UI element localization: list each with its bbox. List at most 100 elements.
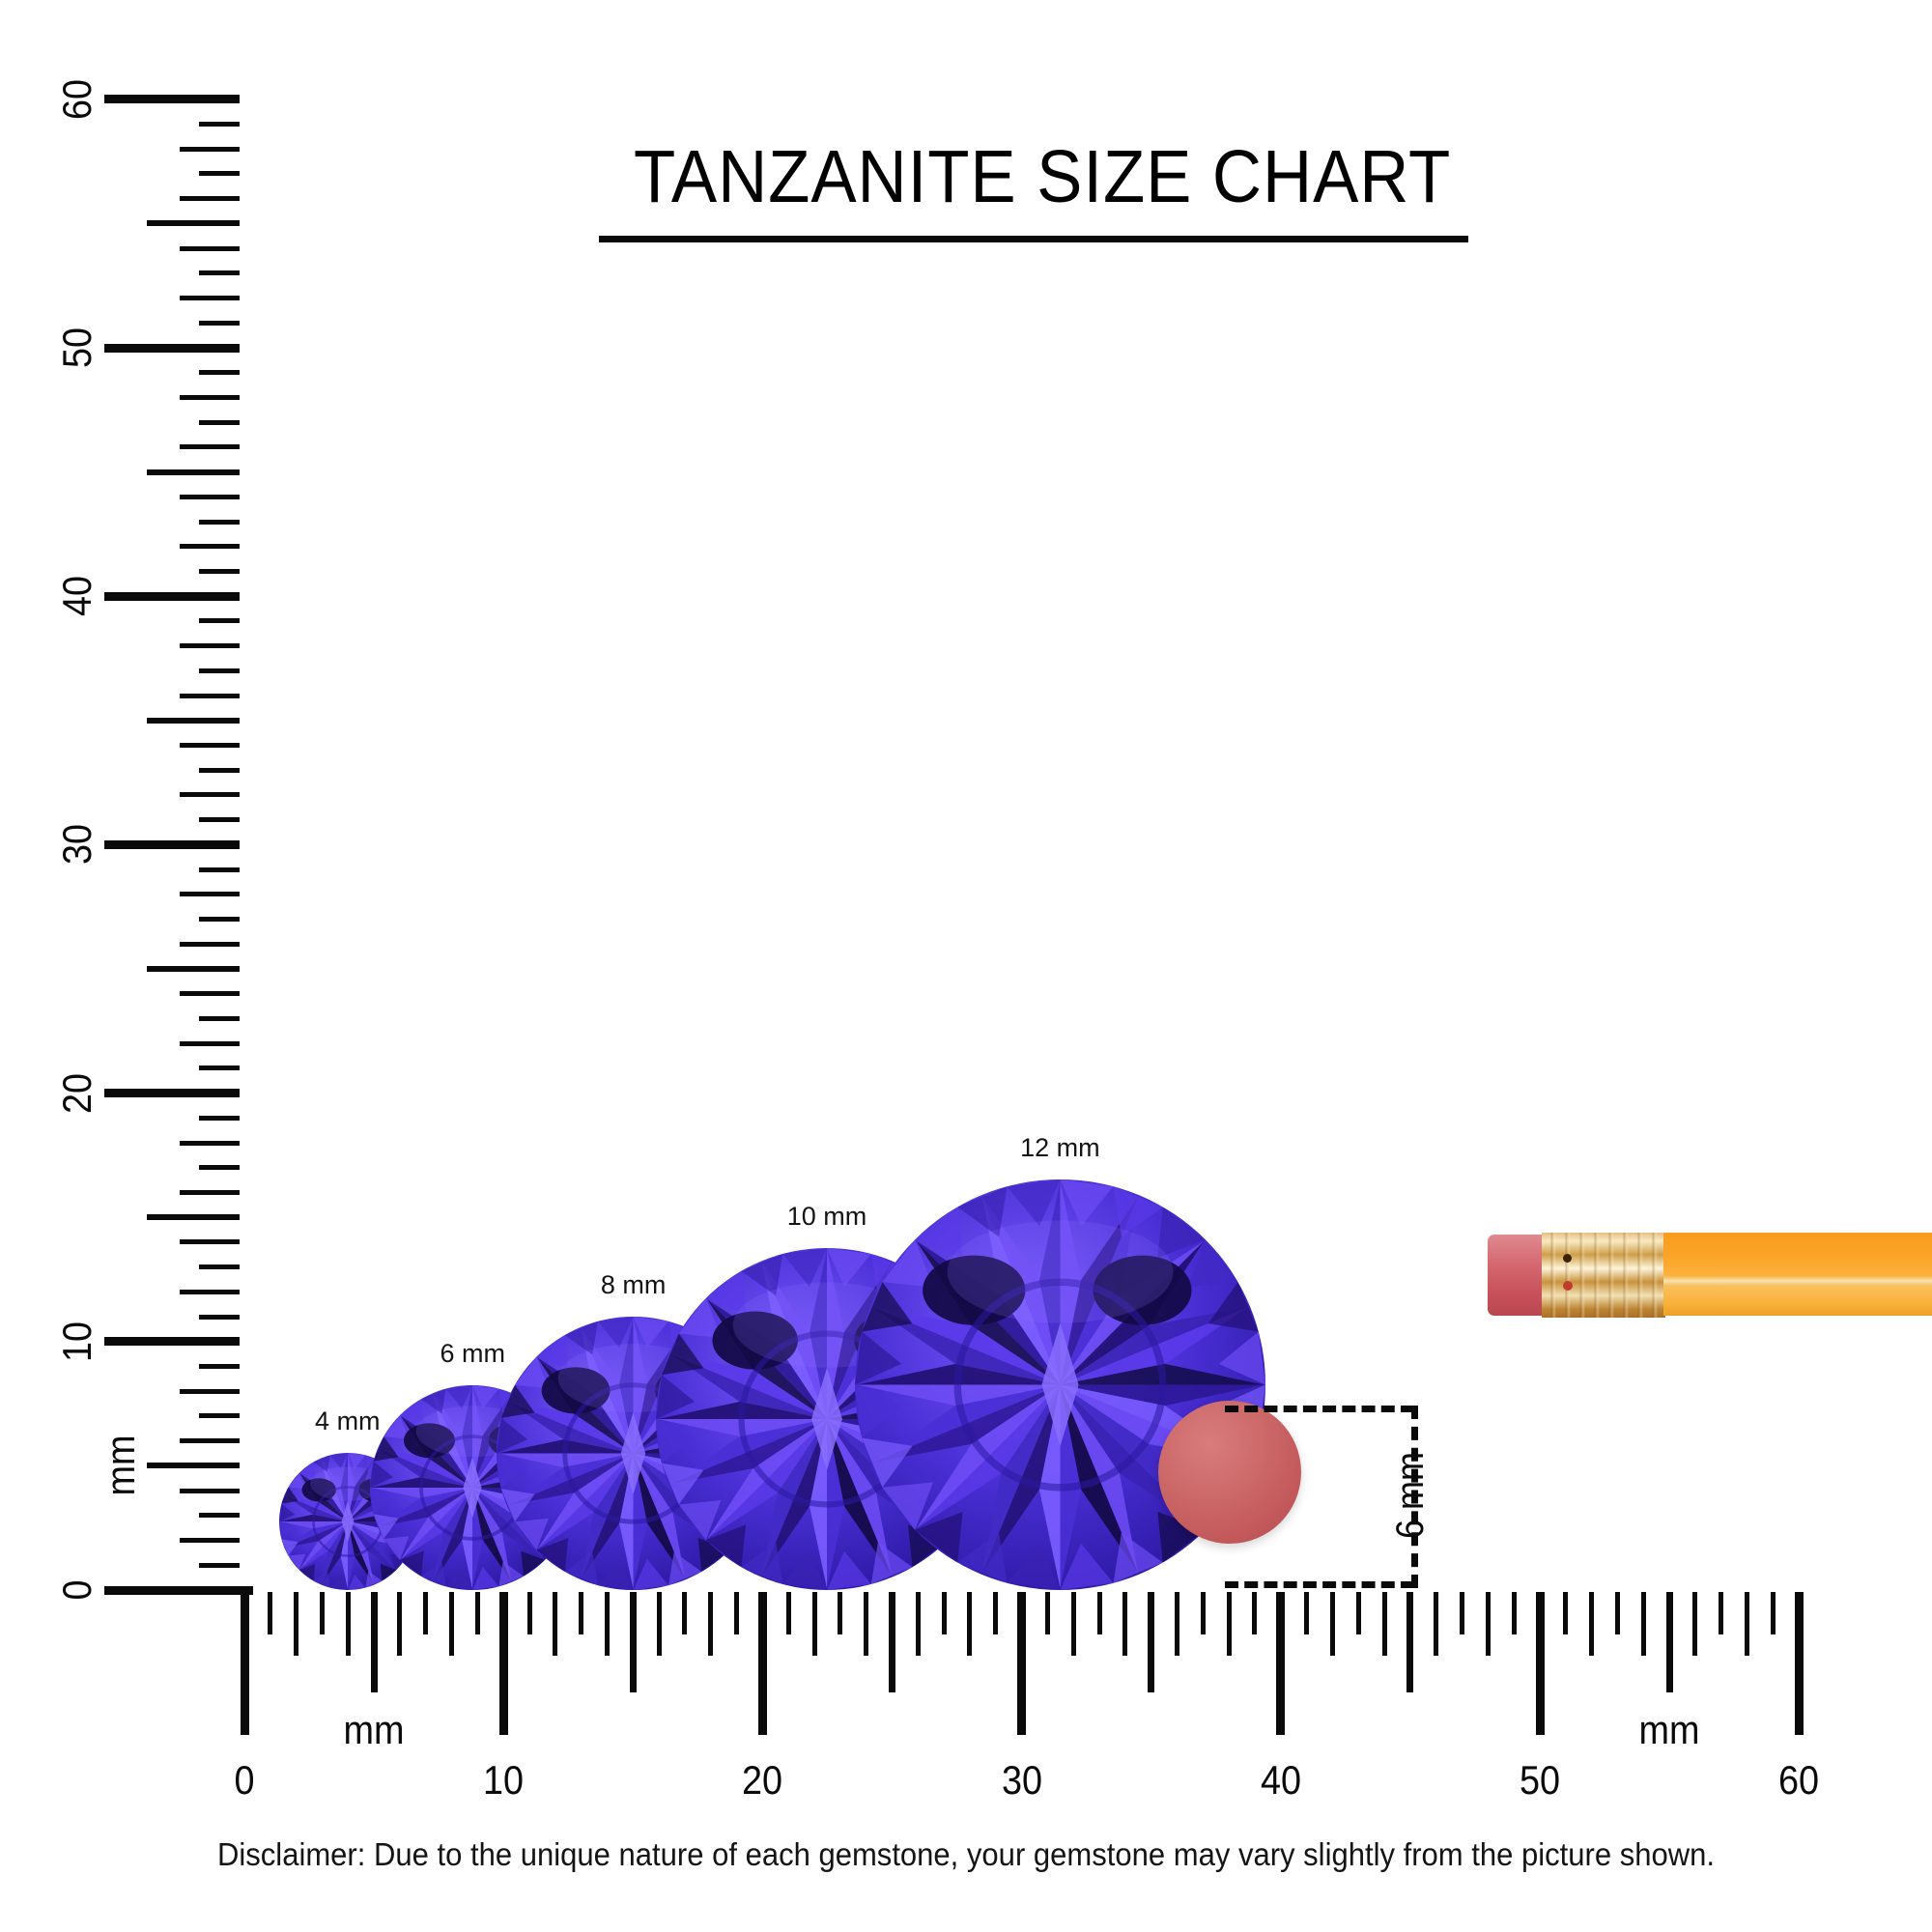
eraser-size-label: 6 mm (1389, 1452, 1432, 1539)
horizontal-ruler-tick (1148, 1592, 1155, 1692)
pencil-ferrule-dot (1563, 1254, 1572, 1263)
horizontal-ruler-tick (1614, 1592, 1620, 1634)
horizontal-ruler-tick (1175, 1592, 1180, 1656)
horizontal-ruler-tick (811, 1592, 817, 1656)
vertical-ruler-tick (180, 1538, 240, 1544)
vertical-ruler-tick (104, 343, 240, 353)
vertical-ruler-tick (199, 568, 240, 574)
title-underline (599, 236, 1468, 242)
gemstone-size-label: 4 mm (315, 1406, 381, 1435)
gemstone-item: 10 mm (656, 1202, 999, 1591)
vertical-ruler-label: 40 (54, 576, 99, 617)
vertical-ruler-tick (147, 1463, 240, 1469)
horizontal-ruler-tick (757, 1592, 767, 1735)
vertical-ruler-label: 10 (54, 1321, 99, 1362)
bracket-right-dashed-line (1411, 1406, 1418, 1588)
horizontal-ruler-tick (1252, 1592, 1258, 1634)
horizontal-ruler-tick (240, 1592, 249, 1735)
horizontal-ruler-tick (604, 1592, 610, 1656)
horizontal-ruler-tick (553, 1592, 558, 1656)
horizontal-ruler-tick (579, 1592, 584, 1634)
horizontal-ruler-tick (526, 1592, 532, 1634)
horizontal-ruler-label: 60 (1778, 1757, 1820, 1803)
horizontal-ruler-tick (915, 1592, 921, 1656)
pencil-reference-object (1488, 1227, 1932, 1323)
bracket-top-dashed-line (1225, 1406, 1414, 1412)
horizontal-ruler-tick (708, 1592, 714, 1656)
horizontal-ruler-tick (1070, 1592, 1076, 1656)
horizontal-ruler-tick (838, 1592, 843, 1634)
horizontal-ruler-tick (785, 1592, 791, 1634)
vertical-ruler-tick (180, 1289, 240, 1294)
horizontal-ruler-tick (1460, 1592, 1465, 1634)
horizontal-ruler-tick (1692, 1592, 1698, 1656)
horizontal-ruler-tick (993, 1592, 999, 1634)
bracket-bottom-dashed-line (1225, 1581, 1414, 1588)
horizontal-ruler-unit-label: mm (343, 1707, 405, 1752)
horizontal-ruler-tick (294, 1592, 299, 1656)
horizontal-ruler-label: 40 (1260, 1757, 1301, 1803)
pencil-body-icon (1663, 1233, 1932, 1316)
vertical-ruler-tick (180, 1239, 240, 1245)
vertical-ruler-tick (104, 1585, 240, 1595)
horizontal-ruler-tick (1485, 1592, 1491, 1656)
vertical-ruler-tick (147, 220, 240, 227)
horizontal-ruler-tick (889, 1592, 895, 1692)
vertical-ruler-tick (199, 1413, 240, 1419)
vertical-ruler-tick (180, 892, 240, 897)
vertical-ruler-tick (199, 867, 240, 872)
pencil-ferrule-icon (1542, 1233, 1665, 1318)
horizontal-ruler-tick (967, 1592, 973, 1656)
horizontal-ruler-tick (319, 1592, 325, 1634)
vertical-ruler-tick (180, 394, 240, 400)
gemstone-size-label: 12 mm (1020, 1133, 1100, 1162)
horizontal-ruler-label: 20 (742, 1757, 783, 1803)
vertical-ruler-tick (180, 494, 240, 499)
vertical-ruler-tick (104, 591, 240, 601)
horizontal-ruler-tick (1535, 1592, 1545, 1735)
horizontal-ruler-tick (1122, 1592, 1128, 1656)
vertical-ruler-tick (147, 966, 240, 972)
vertical-ruler-tick (104, 95, 240, 104)
horizontal-ruler-tick (1511, 1592, 1517, 1634)
horizontal-ruler-tick (1304, 1592, 1310, 1634)
pencil-ferrule-dot-red (1563, 1281, 1573, 1291)
page-title: TANZANITE SIZE CHART (634, 135, 1452, 218)
gemstone-item: 8 mm (497, 1270, 771, 1591)
horizontal-ruler-tick (1640, 1592, 1646, 1656)
vertical-ruler-tick (147, 717, 240, 724)
horizontal-ruler-tick (370, 1592, 378, 1692)
vertical-ruler-label: 50 (54, 327, 99, 369)
horizontal-ruler-tick (941, 1592, 947, 1634)
vertical-ruler-tick (199, 122, 240, 128)
horizontal-ruler-tick (1745, 1592, 1750, 1656)
pencil-eraser-icon (1488, 1235, 1544, 1316)
vertical-ruler-tick (180, 296, 240, 301)
horizontal-ruler-tick (1770, 1592, 1776, 1634)
vertical-ruler-tick (199, 1562, 240, 1568)
horizontal-ruler-tick (1044, 1592, 1050, 1634)
vertical-ruler-tick (180, 991, 240, 997)
vertical-ruler-tick (199, 1115, 240, 1121)
vertical-ruler-tick (199, 1364, 240, 1370)
vertical-ruler-label: 20 (54, 1072, 99, 1114)
vertical-ruler-tick (199, 171, 240, 177)
horizontal-ruler-tick (1200, 1592, 1206, 1634)
tanzanite-round-gem-icon (497, 1317, 771, 1591)
vertical-ruler-tick (180, 792, 240, 798)
vertical-ruler-tick (199, 519, 240, 525)
vertical-ruler-tick (104, 1089, 240, 1098)
horizontal-ruler-tick (1434, 1592, 1439, 1656)
horizontal-ruler-tick (864, 1592, 869, 1656)
horizontal-ruler-tick (345, 1592, 351, 1656)
vertical-ruler-tick (199, 320, 240, 326)
tanzanite-round-gem-icon (656, 1248, 999, 1591)
vertical-ruler-unit-label: mm (98, 1435, 143, 1496)
horizontal-ruler-tick (1329, 1592, 1335, 1656)
title-block: TANZANITE SIZE CHART (599, 135, 1468, 242)
horizontal-ruler-tick (1226, 1592, 1232, 1656)
horizontal-ruler-tick (1355, 1592, 1361, 1634)
horizontal-ruler-label: 0 (234, 1757, 255, 1803)
